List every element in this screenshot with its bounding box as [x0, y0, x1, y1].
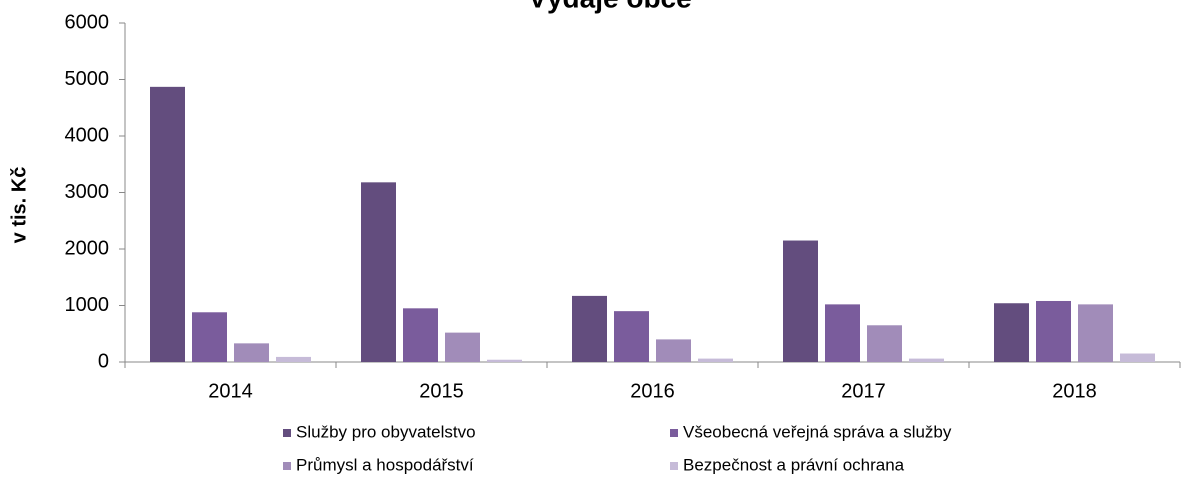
legend-swatch [283, 462, 291, 470]
legend-label: Průmysl a hospodářství [296, 455, 474, 474]
chart-title: Výdaje obce [528, 0, 691, 13]
bar [909, 358, 944, 362]
bar [614, 311, 649, 362]
y-tick-label: 0 [98, 350, 109, 372]
bar [1078, 304, 1113, 362]
bar [150, 86, 185, 362]
bar [445, 332, 480, 362]
bar [656, 339, 691, 362]
bar [361, 182, 396, 362]
x-tick-label: 2016 [630, 380, 675, 402]
y-tick-label: 4000 [65, 124, 110, 146]
bar [825, 304, 860, 362]
x-tick-label: 2014 [208, 380, 253, 402]
bar [783, 240, 818, 362]
bar [276, 356, 311, 362]
bar [192, 312, 227, 362]
y-tick-label: 2000 [65, 237, 110, 259]
bar [1120, 353, 1155, 362]
legend-label: Bezpečnost a právní ochrana [683, 455, 905, 474]
bar [867, 325, 902, 362]
legend-swatch [283, 429, 291, 437]
y-axis-label: v tis. Kč [8, 167, 30, 244]
bar [487, 359, 522, 362]
x-tick-label: 2015 [419, 380, 464, 402]
legend-label: Všeobecná veřejná správa a služby [683, 422, 952, 441]
bar [572, 295, 607, 362]
legend-label: Služby pro obyvatelstvo [296, 422, 476, 441]
x-tick-label: 2017 [841, 380, 886, 402]
legend-swatch [670, 462, 678, 470]
bar [234, 343, 269, 362]
y-tick-label: 3000 [65, 181, 110, 203]
x-tick-label: 2018 [1052, 380, 1097, 402]
bar [698, 358, 733, 362]
y-tick-label: 5000 [65, 68, 110, 90]
bar [1036, 300, 1071, 362]
y-tick-label: 6000 [65, 11, 110, 33]
bar [403, 308, 438, 362]
legend-swatch [670, 429, 678, 437]
y-tick-label: 1000 [65, 294, 110, 316]
bar [994, 303, 1029, 362]
